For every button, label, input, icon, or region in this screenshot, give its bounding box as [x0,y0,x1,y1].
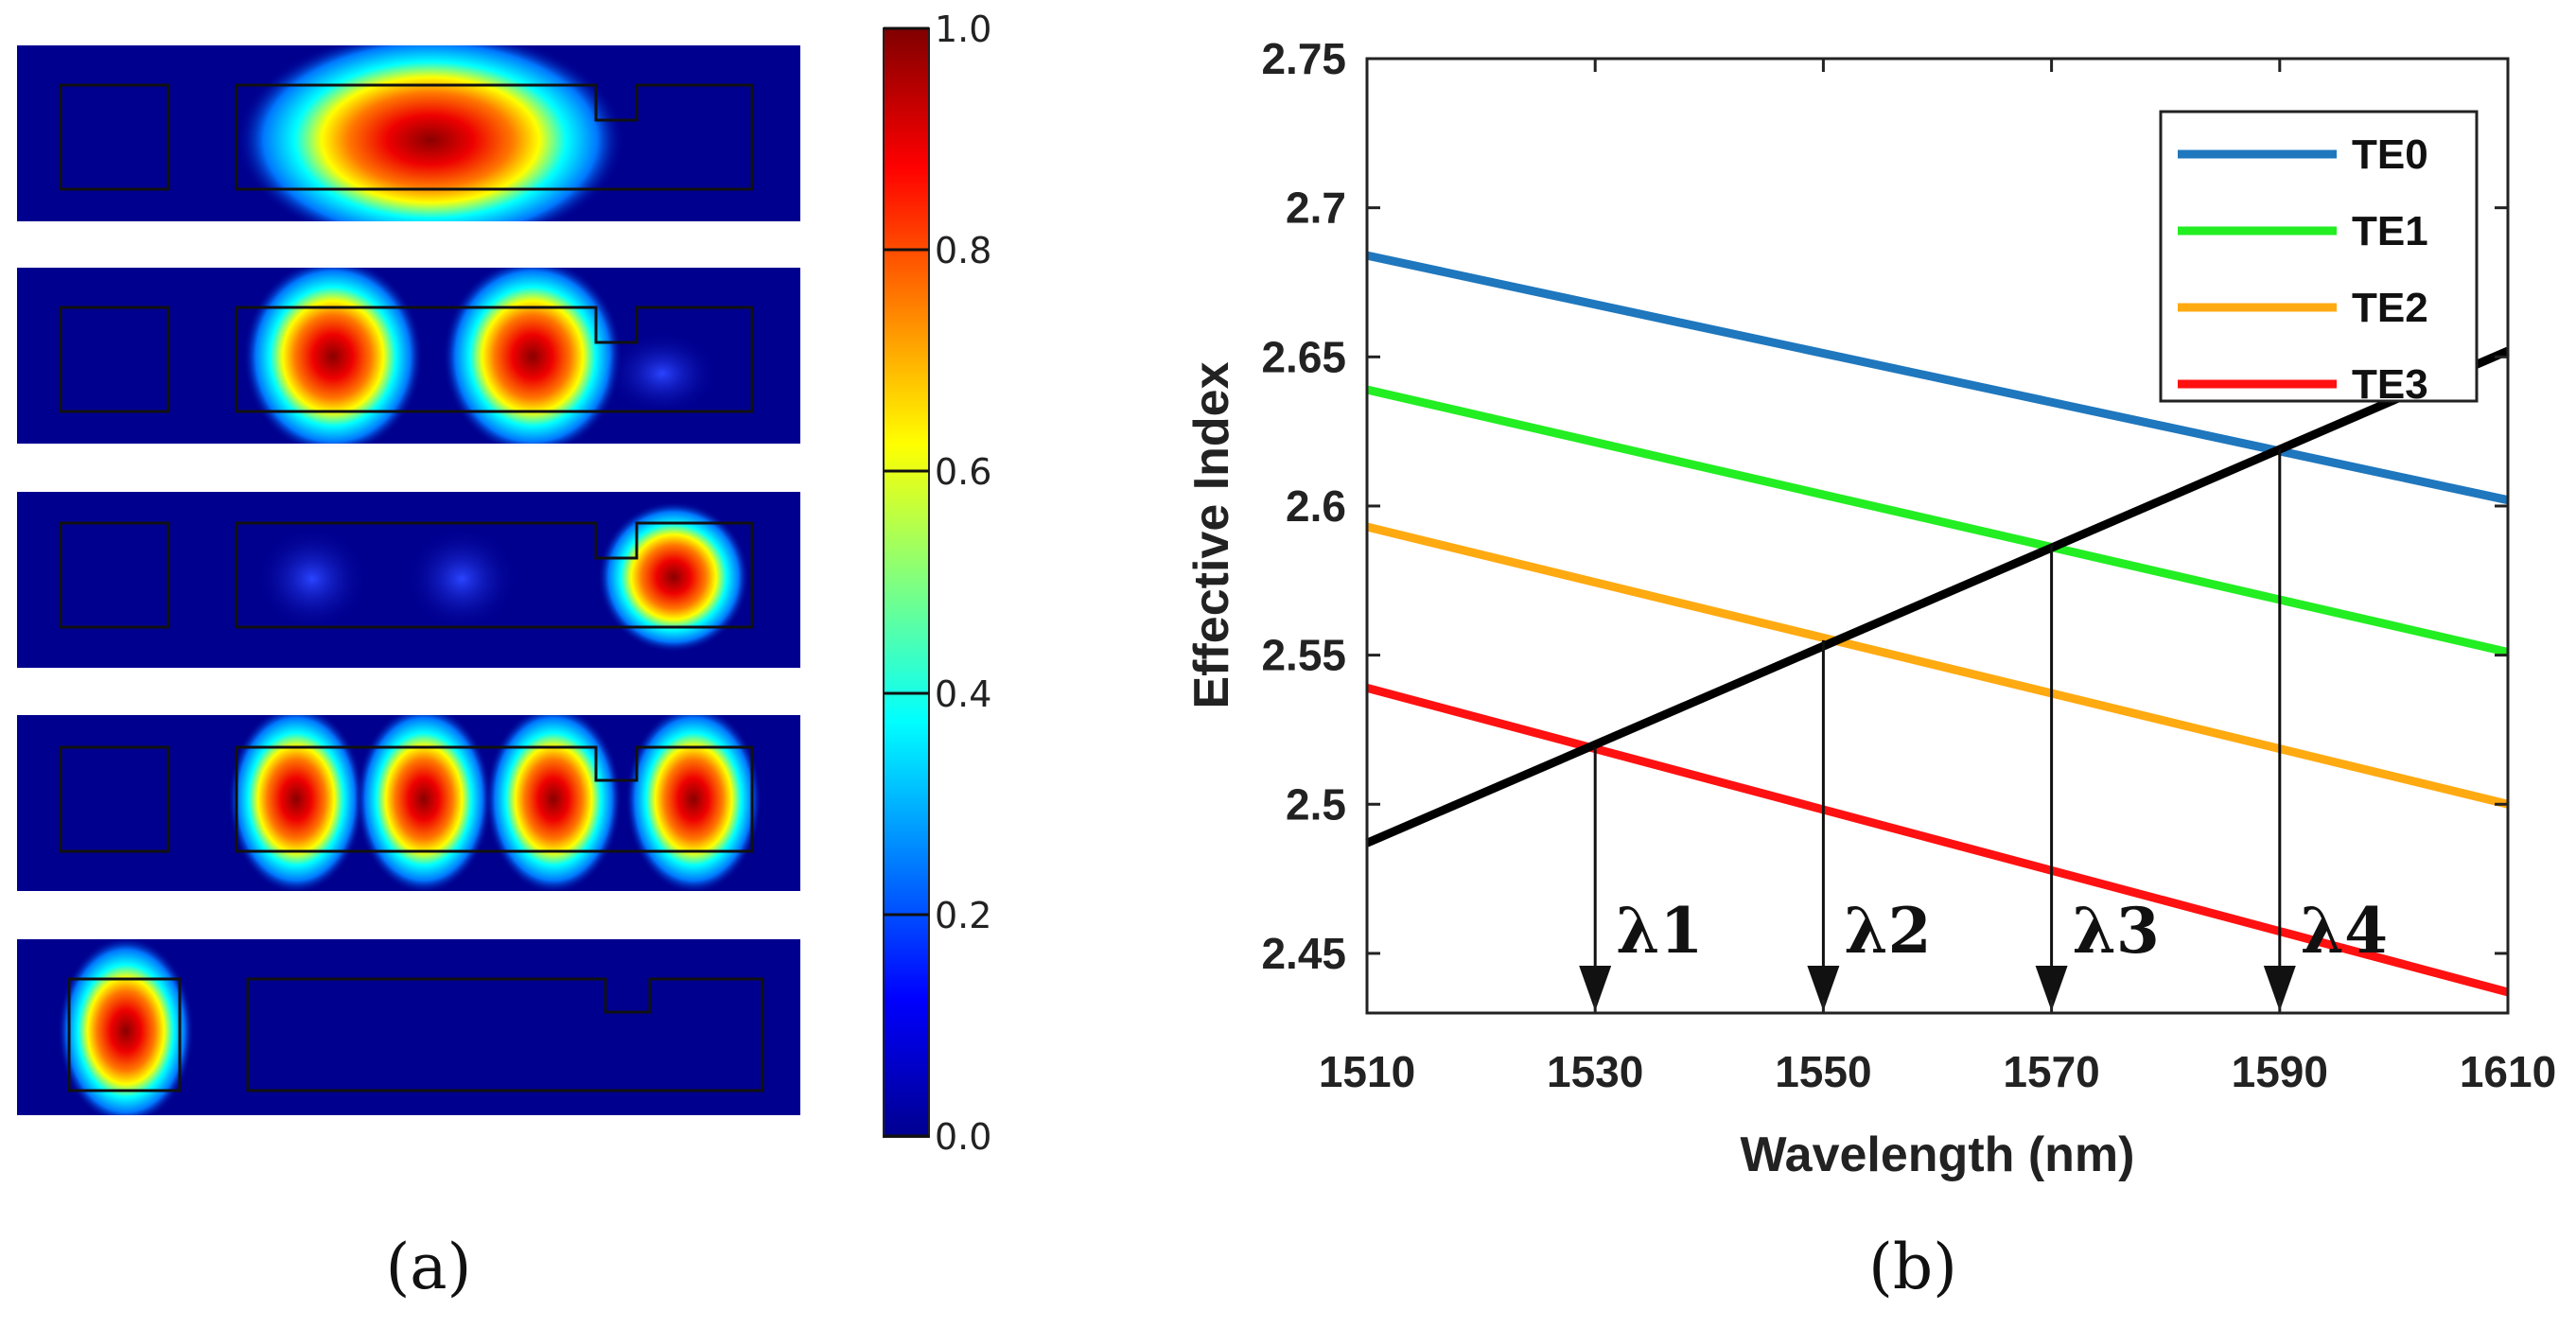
colorbar-tick-label: 1.0 [935,9,991,50]
y-tick-label: 2.5 [1286,779,1346,829]
effective-index-chart: λ1 λ2 λ3 λ4 1510 1530 1550 1570 1590 1610 2.45 2.5… [1184,34,2556,1182]
panel-label-b: (b) [1868,1231,1957,1303]
x-tick-label: 1570 [2003,1047,2099,1096]
x-axis-label: Wavelength (nm) [1741,1127,2135,1182]
mode-heatmaps [17,45,800,1115]
y-tick-label: 2.75 [1261,34,1346,83]
marker-label: λ4 [2301,894,2388,968]
field-spot [443,268,622,444]
colorbar-tick-label: 0.6 [935,451,991,493]
series-line-te3 [1365,683,2510,997]
panel-label-a: (a) [386,1231,472,1303]
marker-label: λ3 [2073,894,2160,968]
x-tick-label: 1550 [1775,1047,1871,1096]
field-spot [356,715,492,891]
field-spot [58,939,194,1115]
marker-arrowhead [2035,966,2068,1011]
series-layer [1365,251,2510,997]
mode-panel-te0 [17,45,800,221]
marker-layer: λ1 λ2 λ3 λ4 [1579,449,2388,1011]
waveguide-outline [67,977,764,1092]
mode-panel-te3 [17,715,800,891]
tick-layer: 1510 1530 1550 1570 1590 1610 2.45 2.5 2.55 2.6 2.… [1261,34,2556,1096]
legend-label: TE2 [2352,285,2428,331]
y-tick-label: 2.45 [1261,929,1346,978]
colorbar-gradient [883,27,930,1138]
y-tick-label: 2.7 [1286,183,1346,233]
plot-frame [1365,57,2510,1015]
colorbar-tick-label: 0.2 [935,895,991,936]
waveguide-outline [59,521,754,629]
x-tick-label: 1610 [2460,1047,2556,1096]
series-line-te0 [1366,251,2509,505]
legend-label: TE3 [2352,361,2428,408]
waveguide-outline [59,745,754,853]
y-tick-label: 2.65 [1261,332,1346,381]
legend: TE0 TE1 TE2 TE3 [2159,110,2479,408]
mode-panel-te1 [17,268,800,444]
marker-arrowhead [1807,966,1840,1011]
mode-panel-left-waveguide [17,939,800,1115]
y-tick-label: 2.55 [1261,631,1346,680]
legend-label: TE1 [2352,208,2428,254]
y-tick-label: 2.6 [1286,481,1346,531]
marker-label: λ1 [1616,894,1703,968]
y-axis-label: Effective Index [1184,361,1239,708]
waveguide-outline [59,306,754,413]
field-spot [405,527,518,631]
colorbar-tick-label: 0.8 [935,230,991,271]
x-tick-label: 1590 [2232,1047,2328,1096]
marker-label: λ2 [1844,894,1931,968]
x-tick-label: 1510 [1319,1047,1415,1096]
colorbar-tick-label: 0.0 [935,1116,991,1158]
field-spot [605,331,719,416]
colorbar: 1.0 0.8 0.6 0.4 0.2 0.0 [883,9,991,1158]
series-line-te1 [1365,385,2510,656]
field-spot [243,268,423,444]
field-spot [485,715,622,891]
colorbar-tick-label: 0.4 [935,673,991,715]
legend-box [2159,110,2479,403]
legend-label: TE0 [2352,131,2428,178]
marker-arrowhead [1579,966,1612,1011]
x-tick-label: 1530 [1547,1047,1643,1096]
field-spot [255,527,369,631]
field-spot [228,715,364,891]
field-spot [625,715,762,891]
marker-arrowhead [2263,966,2296,1011]
field-spot [237,45,624,221]
mode-panel-te2 [17,492,800,668]
series-line-core-waveguide [1365,346,2510,847]
series-line-te2 [1365,522,2510,809]
waveguide-outline [59,83,754,191]
